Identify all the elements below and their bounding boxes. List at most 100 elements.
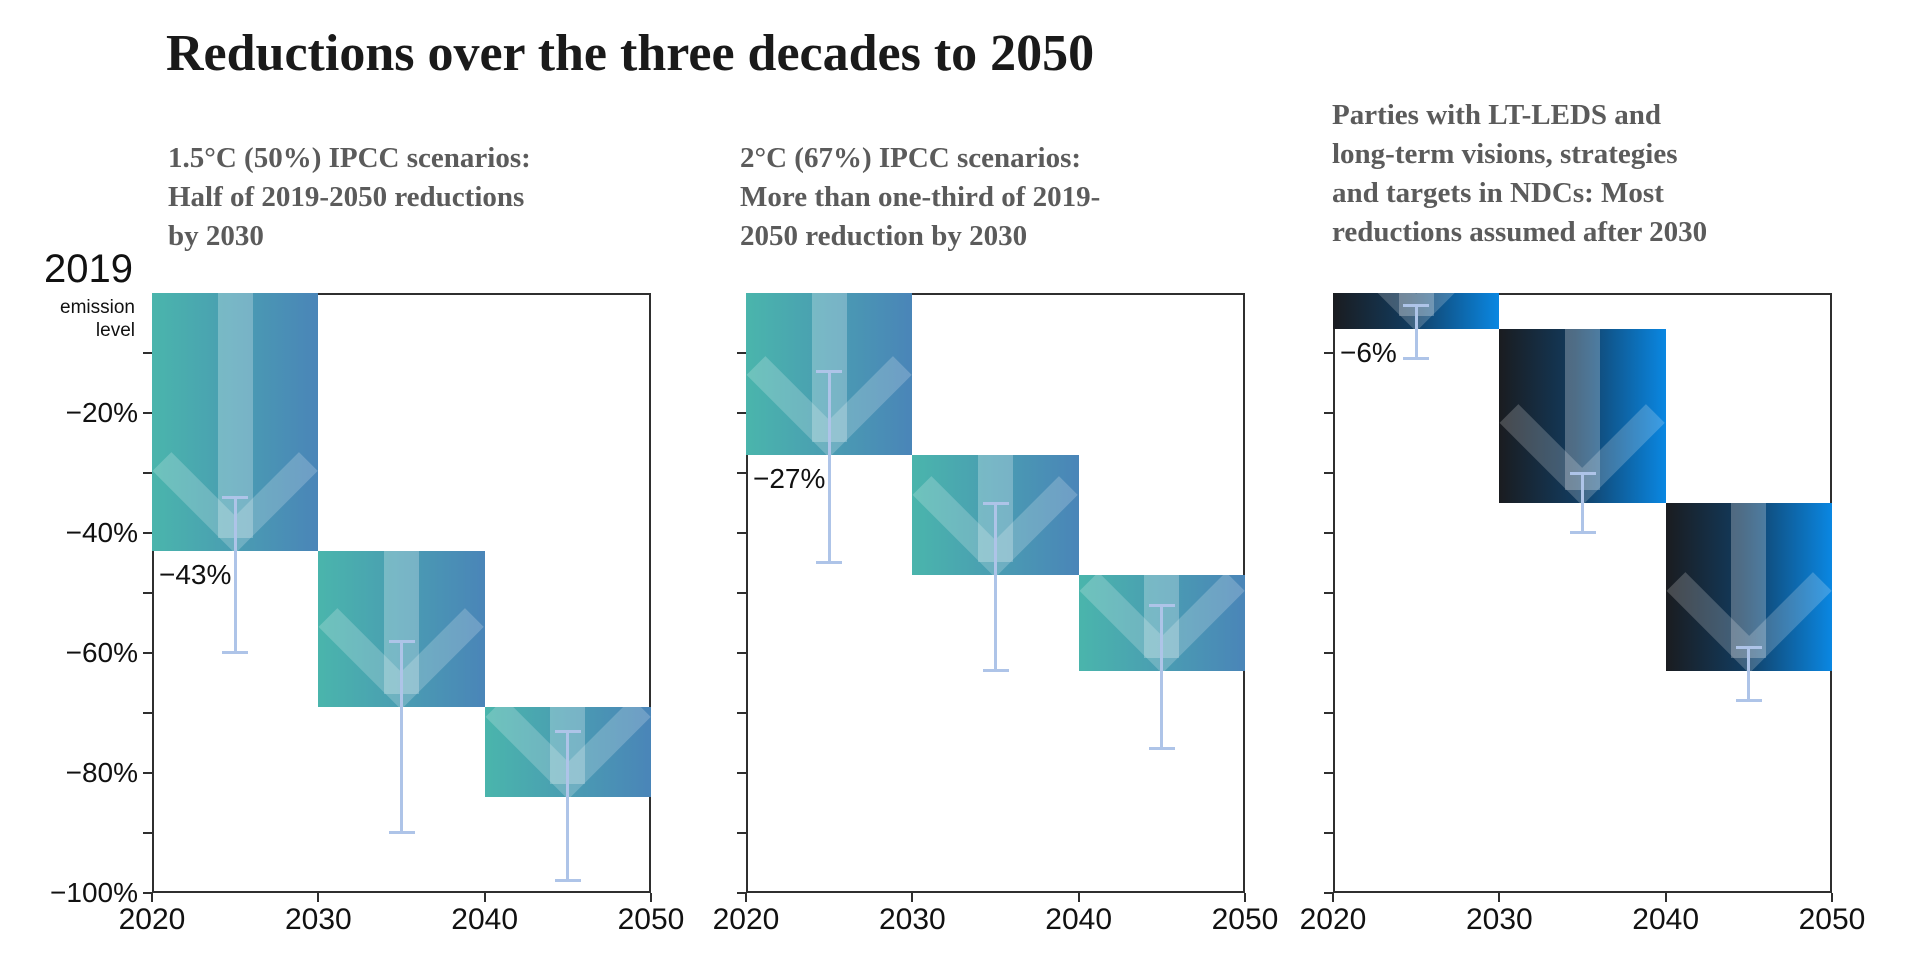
x-tick (1077, 893, 1080, 902)
y-tick (143, 592, 152, 594)
y-tick-label-−20%: −20% (65, 397, 138, 428)
x-tick (745, 893, 747, 902)
x-tick-label-2030: 2030 (1465, 903, 1533, 936)
x-tick (1244, 893, 1246, 902)
annotation-−6%: −6% (1340, 337, 1397, 368)
down-arrow-shaft-icon (1731, 503, 1767, 658)
y-tick (143, 652, 152, 654)
whisker-cap-bottom (388, 831, 415, 834)
y-tick-label-−40%: −40% (65, 517, 138, 548)
y-tick (143, 772, 152, 774)
y-tick (737, 652, 746, 654)
x-tick (1664, 893, 1667, 902)
y-axis-emission-level-label: emission level (60, 297, 135, 341)
whisker-line (400, 641, 403, 833)
y-tick (737, 352, 746, 354)
y-tick (1324, 892, 1333, 894)
whisker-cap-bottom (222, 651, 249, 654)
annotation-−43%: −43% (159, 559, 232, 590)
x-tick (1498, 893, 1501, 902)
x-tick (483, 893, 486, 902)
x-tick (151, 893, 153, 902)
y-tick-label-−60%: −60% (65, 637, 138, 668)
annotation-−27%: −27% (753, 463, 826, 494)
y-axis-2019-label: 2019 (44, 247, 133, 291)
whisker-cap-bottom (982, 669, 1009, 672)
whisker-cap-top (1569, 472, 1596, 475)
x-tick (911, 893, 914, 902)
chart-title: Reductions over the three decades to 205… (166, 25, 1095, 82)
whisker-line (1414, 305, 1418, 359)
whisker-cap-top (1735, 646, 1762, 649)
panel-3-subtitle: Parties with LT-LEDS and long-term visio… (1332, 99, 1708, 248)
x-tick-label-2050: 2050 (1798, 903, 1866, 936)
y-tick (737, 532, 746, 534)
reduction-block-2040-2050 (1665, 503, 1832, 671)
x-tick-label-2050: 2050 (1211, 903, 1279, 936)
x-tick-label-2040: 2040 (1632, 903, 1700, 936)
whisker-line (1160, 605, 1164, 749)
whisker-cap-top (222, 496, 249, 499)
whisker-cap-top (388, 640, 415, 643)
y-tick (143, 472, 152, 474)
x-tick-label-2050: 2050 (617, 903, 685, 936)
y-tick (143, 532, 152, 534)
panel-1-subtitle: 1.5°C (50%) IPCC scenarios: Half of 2019… (168, 142, 531, 252)
whisker-cap-top (554, 730, 581, 733)
y-tick (1324, 412, 1333, 414)
whisker-line (566, 731, 570, 881)
y-tick (1324, 652, 1333, 654)
y-tick (1324, 712, 1333, 714)
reduction-block-2030-2040 (318, 551, 485, 707)
y-tick (143, 712, 152, 714)
whisker-cap-top (816, 370, 843, 373)
x-tick-label-2020: 2020 (712, 903, 780, 936)
whisker-cap-bottom (1403, 357, 1430, 360)
whisker-line (994, 503, 997, 671)
y-tick (1324, 832, 1333, 834)
y-tick (1324, 772, 1333, 774)
x-tick-label-2030: 2030 (284, 903, 352, 936)
x-tick-label-2020: 2020 (118, 903, 186, 936)
y-tick (1324, 532, 1333, 534)
y-tick (737, 832, 746, 834)
panel-2-subtitle: 2°C (67%) IPCC scenarios: More than one-… (740, 142, 1101, 252)
whisker-cap-top (1148, 604, 1175, 607)
whisker-line (1581, 473, 1584, 533)
y-tick (737, 772, 746, 774)
x-tick (1831, 893, 1833, 902)
whisker-cap-top (982, 502, 1009, 505)
x-tick-label-2040: 2040 (451, 903, 519, 936)
whisker-cap-bottom (1569, 531, 1596, 534)
y-tick (1324, 592, 1333, 594)
y-tick (143, 412, 152, 414)
y-tick (143, 892, 152, 894)
y-tick (143, 352, 152, 354)
y-tick (737, 592, 746, 594)
y-tick (737, 472, 746, 474)
whisker-cap-bottom (1735, 699, 1762, 702)
whisker-cap-bottom (554, 879, 581, 882)
y-tick-label-−80%: −80% (65, 757, 138, 788)
x-tick-label-2040: 2040 (1045, 903, 1113, 936)
whisker-line (233, 497, 237, 653)
y-tick (1324, 472, 1333, 474)
x-tick (650, 893, 652, 902)
x-tick (1332, 893, 1334, 902)
x-tick-label-2020: 2020 (1299, 903, 1367, 936)
whisker-cap-bottom (816, 561, 843, 564)
whisker-cap-bottom (1148, 747, 1175, 750)
y-tick (737, 712, 746, 714)
x-tick (317, 893, 320, 902)
y-tick (143, 832, 152, 834)
x-tick-label-2030: 2030 (878, 903, 946, 936)
whisker-line (1747, 647, 1751, 701)
whisker-line (827, 371, 831, 563)
whisker-cap-top (1403, 304, 1430, 307)
y-tick (737, 892, 746, 894)
y-tick (737, 412, 746, 414)
down-arrow-shaft-icon (1565, 329, 1600, 490)
y-tick (1324, 352, 1333, 354)
